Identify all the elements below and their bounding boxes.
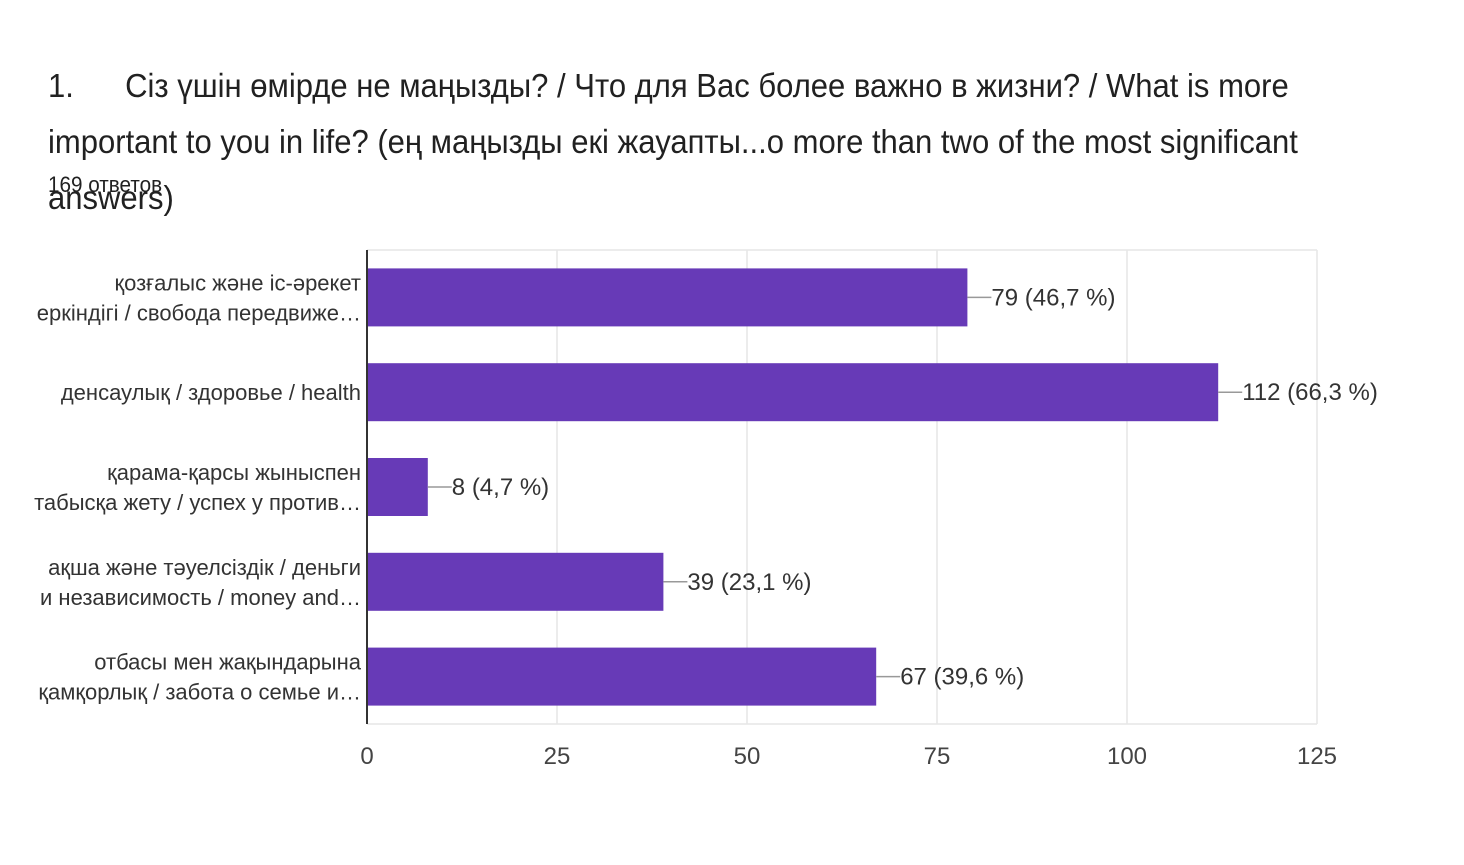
question-text: Сіз үшін өмірде не маңызды? / Что для Ва… — [48, 67, 1298, 216]
bar — [367, 363, 1219, 422]
category-label: табысқа жету / успех у против… — [34, 490, 361, 515]
x-tick-label: 100 — [1107, 743, 1147, 770]
bar — [367, 458, 428, 516]
category-label: денсаулық / здоровье / health — [61, 380, 361, 405]
bar — [367, 268, 968, 327]
bar — [367, 647, 877, 706]
category-label: қарама-қарсы жыныспен — [107, 460, 361, 485]
category-label: отбасы мен жақындарына — [94, 650, 362, 675]
bar — [367, 552, 664, 611]
response-count: 169 ответов — [48, 172, 163, 197]
x-tick-label: 0 — [360, 743, 373, 770]
value-label: 112 (66,3 %) — [1242, 379, 1378, 406]
x-tick-label: 25 — [544, 743, 571, 770]
x-tick-label: 50 — [734, 743, 761, 770]
category-label: и независимость / money and… — [40, 585, 361, 610]
value-label: 79 (46,7 %) — [991, 284, 1115, 311]
value-label: 39 (23,1 %) — [687, 569, 811, 596]
category-label: қозғалыс және іс-әрекет — [114, 270, 361, 295]
value-label: 67 (39,6 %) — [900, 664, 1024, 691]
x-tick-label: 75 — [924, 743, 951, 770]
category-label: қамқорлық / забота о семье и… — [38, 680, 361, 705]
question-number: 1. — [48, 67, 74, 104]
category-label: ақша және тәуелсіздік / деньги — [48, 555, 361, 580]
category-label: еркіндігі / свобода передвиже… — [37, 300, 361, 325]
question-title: 1. Сіз үшін өмірде не маңызды? / Что для … — [48, 58, 1355, 226]
value-label: 8 (4,7 %) — [452, 474, 549, 501]
x-tick-label: 125 — [1297, 743, 1337, 770]
